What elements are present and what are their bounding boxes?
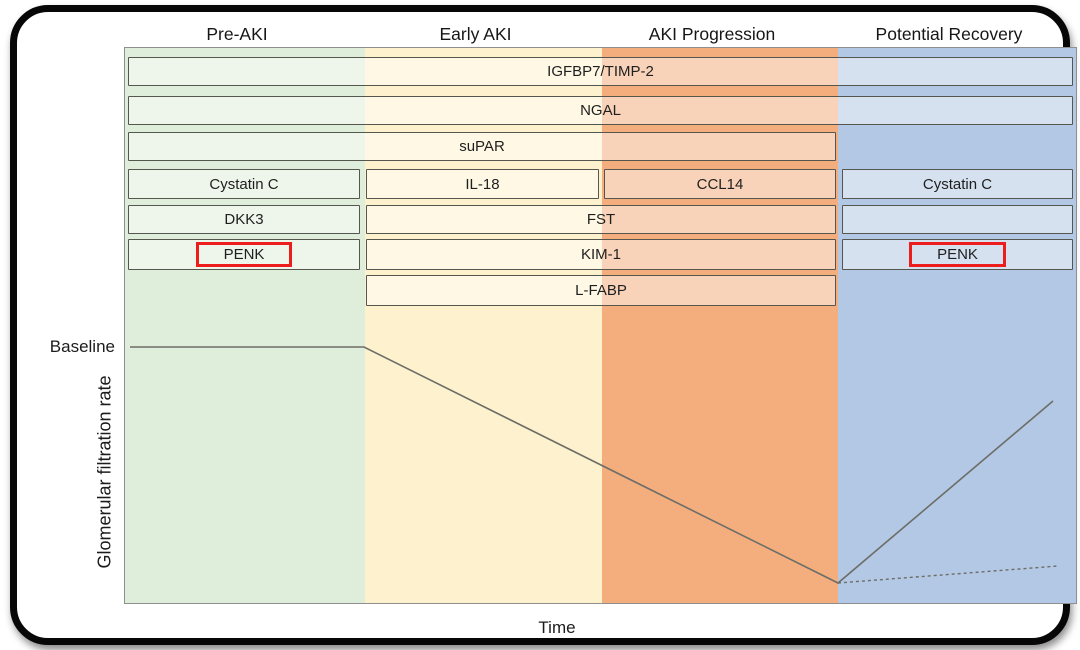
- biomarker-label-l-fabp: L-FABP: [575, 282, 627, 299]
- biomarker-label-cystatin-c: Cystatin C: [922, 175, 993, 193]
- biomarker-bar-igfbp7-timp-2: IGFBP7/TIMP-2: [128, 57, 1073, 86]
- biomarker-label-ccl14: CCL14: [696, 175, 744, 193]
- gfr-line-dotted: [837, 565, 1059, 584]
- phase-stripe-potential-recovery: [838, 48, 1076, 603]
- biomarker-bar-supar: suPAR: [128, 132, 836, 161]
- phase-header-potential-recovery: Potential Recovery: [875, 24, 1023, 44]
- phase-header-aki-progression: AKI Progression: [648, 24, 776, 44]
- biomarker-label-cystatin-c: Cystatin C: [209, 175, 279, 193]
- gfr-plot-area: IGFBP7/TIMP-2 NGAL suPAR Cystatin C IL-18 CCL…: [124, 47, 1077, 604]
- phase-header-pre-aki: Pre-AKI: [206, 24, 268, 44]
- biomarker-label-ngal: NGAL: [580, 102, 621, 119]
- biomarker-label-dkk3: DKK3: [224, 211, 264, 228]
- gfr-line-solid: [130, 346, 1054, 584]
- biomarker-bar-ngal: NGAL: [128, 96, 1073, 125]
- biomarker-label-fst: FST: [586, 211, 616, 228]
- biomarker-bar-penk: PENK: [128, 239, 360, 270]
- biomarker-label-il-18: IL-18: [465, 175, 500, 193]
- phase-header-early-aki: Early AKI: [439, 24, 512, 44]
- gfr-line-chart: [130, 346, 1059, 584]
- biomarker-bar-l-fabp: L-FABP: [366, 275, 836, 306]
- biomarker-bar-ccl14: CCL14: [604, 169, 836, 199]
- biomarker-bar-fst: FST: [366, 205, 836, 234]
- biomarker-bar-il-18: IL-18: [366, 169, 599, 199]
- biomarker-label-igfbp7-timp-2: IGFBP7/TIMP-2: [547, 63, 654, 80]
- biomarker-bar-kim-1: KIM-1: [366, 239, 836, 270]
- biomarker-bar-cystatin-c: Cystatin C: [128, 169, 360, 199]
- biomarker-label-supar: suPAR: [459, 138, 505, 155]
- biomarker-bar-cystatin-c: Cystatin C: [842, 169, 1073, 199]
- biomarker-bar-unlabeled: [842, 205, 1073, 234]
- figure-card: IGFBP7/TIMP-2 NGAL suPAR Cystatin C IL-18 CCL…: [10, 5, 1077, 645]
- baseline-label: Baseline: [49, 337, 115, 356]
- phase-stripe-early-aki: [365, 48, 602, 603]
- biomarker-label-penk: PENK: [909, 242, 1006, 267]
- phase-stripe-pre-aki: [125, 48, 365, 603]
- biomarker-label-kim-1: KIM-1: [580, 246, 621, 263]
- biomarker-bar-dkk3: DKK3: [128, 205, 360, 234]
- biomarker-label-penk: PENK: [195, 242, 293, 267]
- y-axis-label: Glomerular filtration rate: [94, 375, 115, 569]
- x-axis-label: Time: [538, 618, 576, 637]
- phase-stripe-aki-progression: [602, 48, 838, 603]
- biomarker-bar-penk: PENK: [842, 239, 1073, 270]
